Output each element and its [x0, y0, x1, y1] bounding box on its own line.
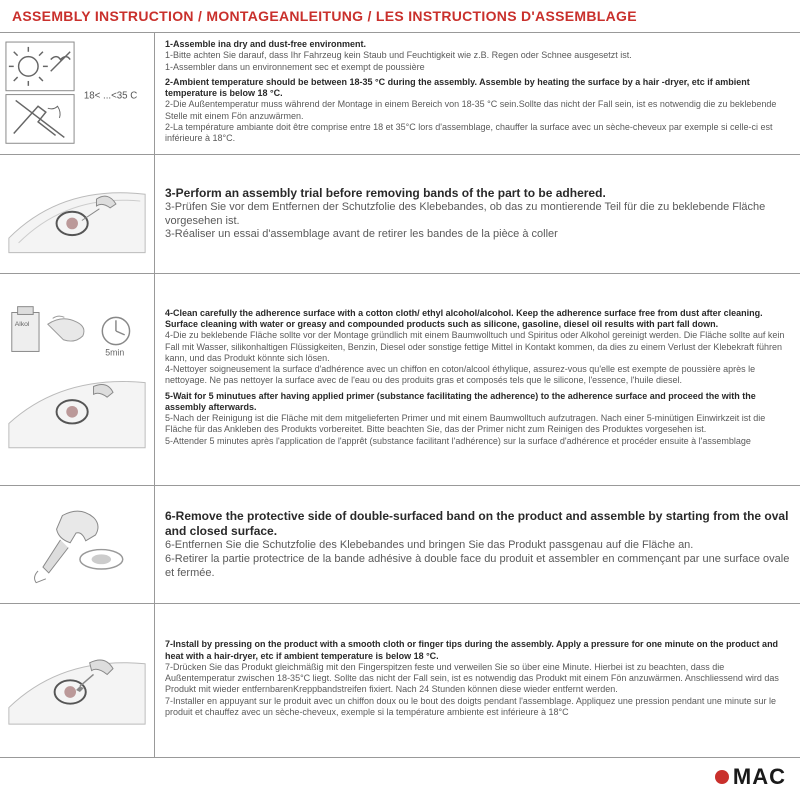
svg-text:5min: 5min	[105, 347, 124, 357]
step-row-2: 3-Perform an assembly trial before remov…	[0, 155, 800, 273]
sheet-title: ASSEMBLY INSTRUCTION / MONTAGEANLEITUNG …	[0, 0, 800, 33]
step-6-de: 6-Entfernen Sie die Schutzfolie des Kleb…	[165, 539, 790, 553]
step-5-en: 5-Wait for 5 minutues after having appli…	[165, 391, 756, 412]
step-7-text: 7-Install by pressing on the product wit…	[155, 604, 800, 757]
step-6-text: 6-Remove the protective side of double-s…	[155, 486, 800, 603]
step-3-en: 3-Perform an assembly trial before remov…	[165, 186, 790, 201]
step-4-de: 4-Die zu beklebende Fläche sollte vor de…	[165, 330, 784, 363]
step-5-fr: 5-Attender 5 minutes après l'application…	[165, 436, 751, 446]
step-4-text: 4-Clean carefully the adherence surface …	[155, 274, 800, 485]
step-6-fr: 6-Retirer la partie protectrice de la ba…	[165, 553, 790, 581]
step-4-illustration: Alkol 5min	[0, 274, 155, 485]
footer: MAC	[0, 758, 800, 800]
step-3-fr: 3-Réaliser un essai d'assemblage avant d…	[165, 228, 790, 242]
step-7-de: 7-Drücken Sie das Produkt gleichmäßig mi…	[165, 662, 779, 695]
logo-text: MAC	[733, 764, 786, 790]
step-row-5: 7-Install by pressing on the product wit…	[0, 604, 800, 758]
step-row-4: 6-Remove the protective side of double-s…	[0, 486, 800, 604]
step-2-en: 2-Ambient temperature should be between …	[165, 77, 750, 98]
svg-text:Alkol: Alkol	[15, 321, 30, 328]
step-2-fr: 2-La température ambiante doit être comp…	[165, 122, 772, 143]
step-4-en: 4-Clean carefully the adherence surface …	[165, 308, 763, 329]
step-row-1: 18< ...<35 C 1-Assemble ina dry and dust…	[0, 33, 800, 155]
step-7-illustration	[0, 604, 155, 757]
assembly-instruction-sheet: ASSEMBLY INSTRUCTION / MONTAGEANLEITUNG …	[0, 0, 800, 800]
step-7-en: 7-Install by pressing on the product wit…	[165, 639, 778, 660]
step-3-text: 3-Perform an assembly trial before remov…	[155, 155, 800, 272]
step-1-de: 1-Bitte achten Sie darauf, dass Ihr Fahr…	[165, 50, 632, 60]
step-5-de: 5-Nach der Reinigung ist die Fläche mit …	[165, 413, 765, 434]
step-4-fr: 4-Nettoyer soigneusement la surface d'ad…	[165, 364, 755, 385]
step-1-illustration: 18< ...<35 C	[0, 33, 155, 154]
logo-dot-icon	[715, 770, 729, 784]
step-7-fr: 7-Installer en appuyant sur le produit a…	[165, 696, 776, 717]
step-3-de: 3-Prüfen Sie vor dem Entfernen der Schut…	[165, 201, 790, 229]
step-1-fr: 1-Assembler dans un environnement sec et…	[165, 62, 425, 72]
brand-logo: MAC	[715, 764, 786, 790]
step-1-text: 1-Assemble ina dry and dust-free environ…	[155, 33, 800, 154]
step-row-3: Alkol 5min 4-Clean carefully the adheren…	[0, 274, 800, 486]
step-6-illustration	[0, 486, 155, 603]
step-3-illustration	[0, 155, 155, 272]
step-1-en: 1-Assemble ina dry and dust-free environ…	[165, 39, 366, 49]
step-6-en: 6-Remove the protective side of double-s…	[165, 509, 790, 539]
step-2-de: 2-Die Außentemperatur muss während der M…	[165, 99, 776, 120]
svg-text:18< ...<35 C: 18< ...<35 C	[84, 90, 138, 101]
